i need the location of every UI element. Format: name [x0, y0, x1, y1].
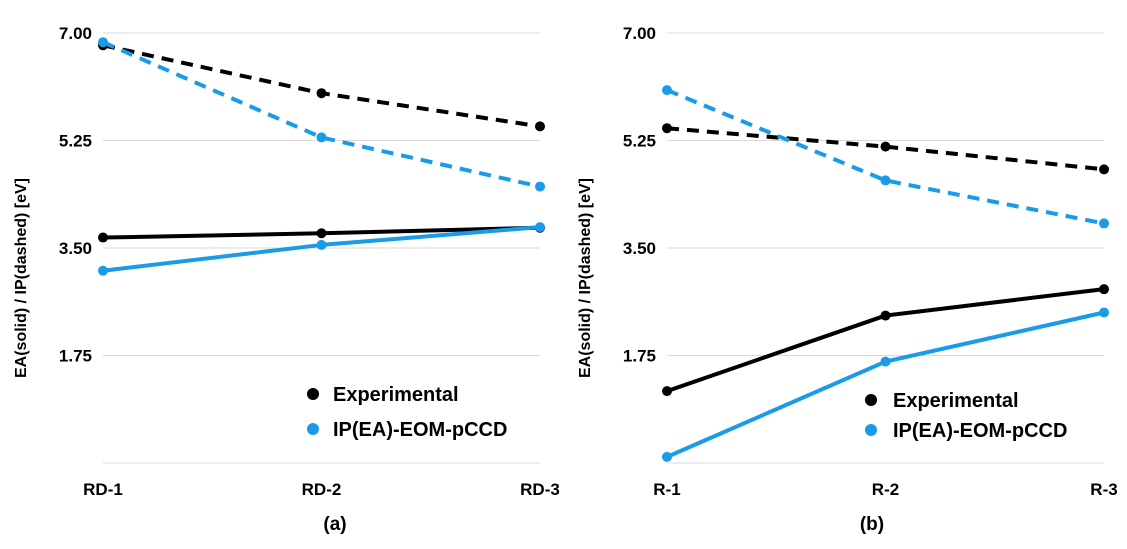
- x-tick-label: R-3: [1090, 480, 1117, 499]
- data-point-ip-experimental: [1099, 164, 1109, 175]
- y-tick-label: 3.50: [623, 239, 656, 258]
- chart-panel-2: 7.00 5.25 3.50 1.75 R-1 R-2 R-3 EA(solid) / IP(…: [577, 24, 1118, 535]
- y-tick-label: 1.75: [623, 347, 656, 366]
- panel-label: (a): [323, 514, 346, 535]
- x-tick-label: RD-3: [520, 480, 560, 499]
- data-point-ip-eom-pccd: [98, 37, 108, 48]
- legend-label: Experimental: [893, 390, 1019, 412]
- legend-label: IP(EA)-EOM-pCCD: [333, 419, 507, 441]
- legend-label: IP(EA)-EOM-pCCD: [893, 420, 1067, 442]
- legend-marker: [865, 424, 877, 436]
- data-point-ea-eom-pccd: [316, 239, 327, 250]
- chart-panel-1: 7.00 5.25 3.50 1.75 RD-1 RD-2 RD-3 EA(solid) / …: [13, 24, 560, 535]
- y-tick-label: 5.25: [59, 132, 92, 151]
- legend-marker: [307, 388, 319, 400]
- legend-marker: [307, 423, 319, 435]
- data-point-ip-eom-pccd: [880, 175, 891, 186]
- x-tick-label: RD-2: [302, 480, 342, 499]
- series-line-ip-eom-pccd: [102, 40, 541, 189]
- series-line-ip-experimental: [102, 43, 541, 129]
- data-point-ip-eom-pccd: [1099, 218, 1109, 229]
- x-tick-label: RD-1: [83, 480, 123, 499]
- data-point-ea-experimental: [1099, 284, 1109, 295]
- y-tick-label: 1.75: [59, 347, 92, 366]
- data-point-ip-experimental: [662, 123, 672, 134]
- legend-label: Experimental: [333, 384, 459, 406]
- data-point-ip-eom-pccd: [316, 132, 327, 143]
- series-line-ip-experimental: [666, 126, 1105, 172]
- data-point-ea-eom-pccd: [98, 265, 108, 276]
- data-point-ip-eom-pccd: [535, 181, 545, 192]
- x-tick-label: R-1: [653, 480, 680, 499]
- data-point-ip-experimental: [535, 121, 545, 132]
- series-line-ea-experimental: [666, 287, 1105, 394]
- data-point-ea-experimental: [98, 232, 108, 243]
- series-line-ip-eom-pccd: [666, 88, 1105, 226]
- y-axis-title: EA(solid) / IP(dashed) [eV]: [577, 178, 594, 378]
- data-point-ea-eom-pccd: [535, 222, 545, 233]
- y-tick-label: 7.00: [623, 24, 656, 43]
- data-point-ip-experimental: [880, 141, 891, 152]
- y-axis-title: EA(solid) / IP(dashed) [eV]: [13, 178, 30, 378]
- panel-label: (b): [860, 514, 884, 535]
- data-point-ip-eom-pccd: [662, 85, 672, 96]
- data-point-ip-experimental: [316, 88, 327, 99]
- legend-marker: [865, 394, 877, 406]
- data-point-ea-eom-pccd: [662, 451, 672, 462]
- data-point-ea-eom-pccd: [880, 356, 891, 367]
- data-point-ea-eom-pccd: [1099, 307, 1109, 318]
- y-tick-label: 5.25: [623, 132, 656, 151]
- data-point-ea-experimental: [316, 228, 327, 239]
- data-point-ea-experimental: [662, 386, 672, 397]
- y-tick-label: 3.50: [59, 239, 92, 258]
- y-tick-label: 7.00: [59, 24, 92, 43]
- x-tick-label: R-2: [872, 480, 899, 499]
- data-point-ea-experimental: [880, 310, 891, 321]
